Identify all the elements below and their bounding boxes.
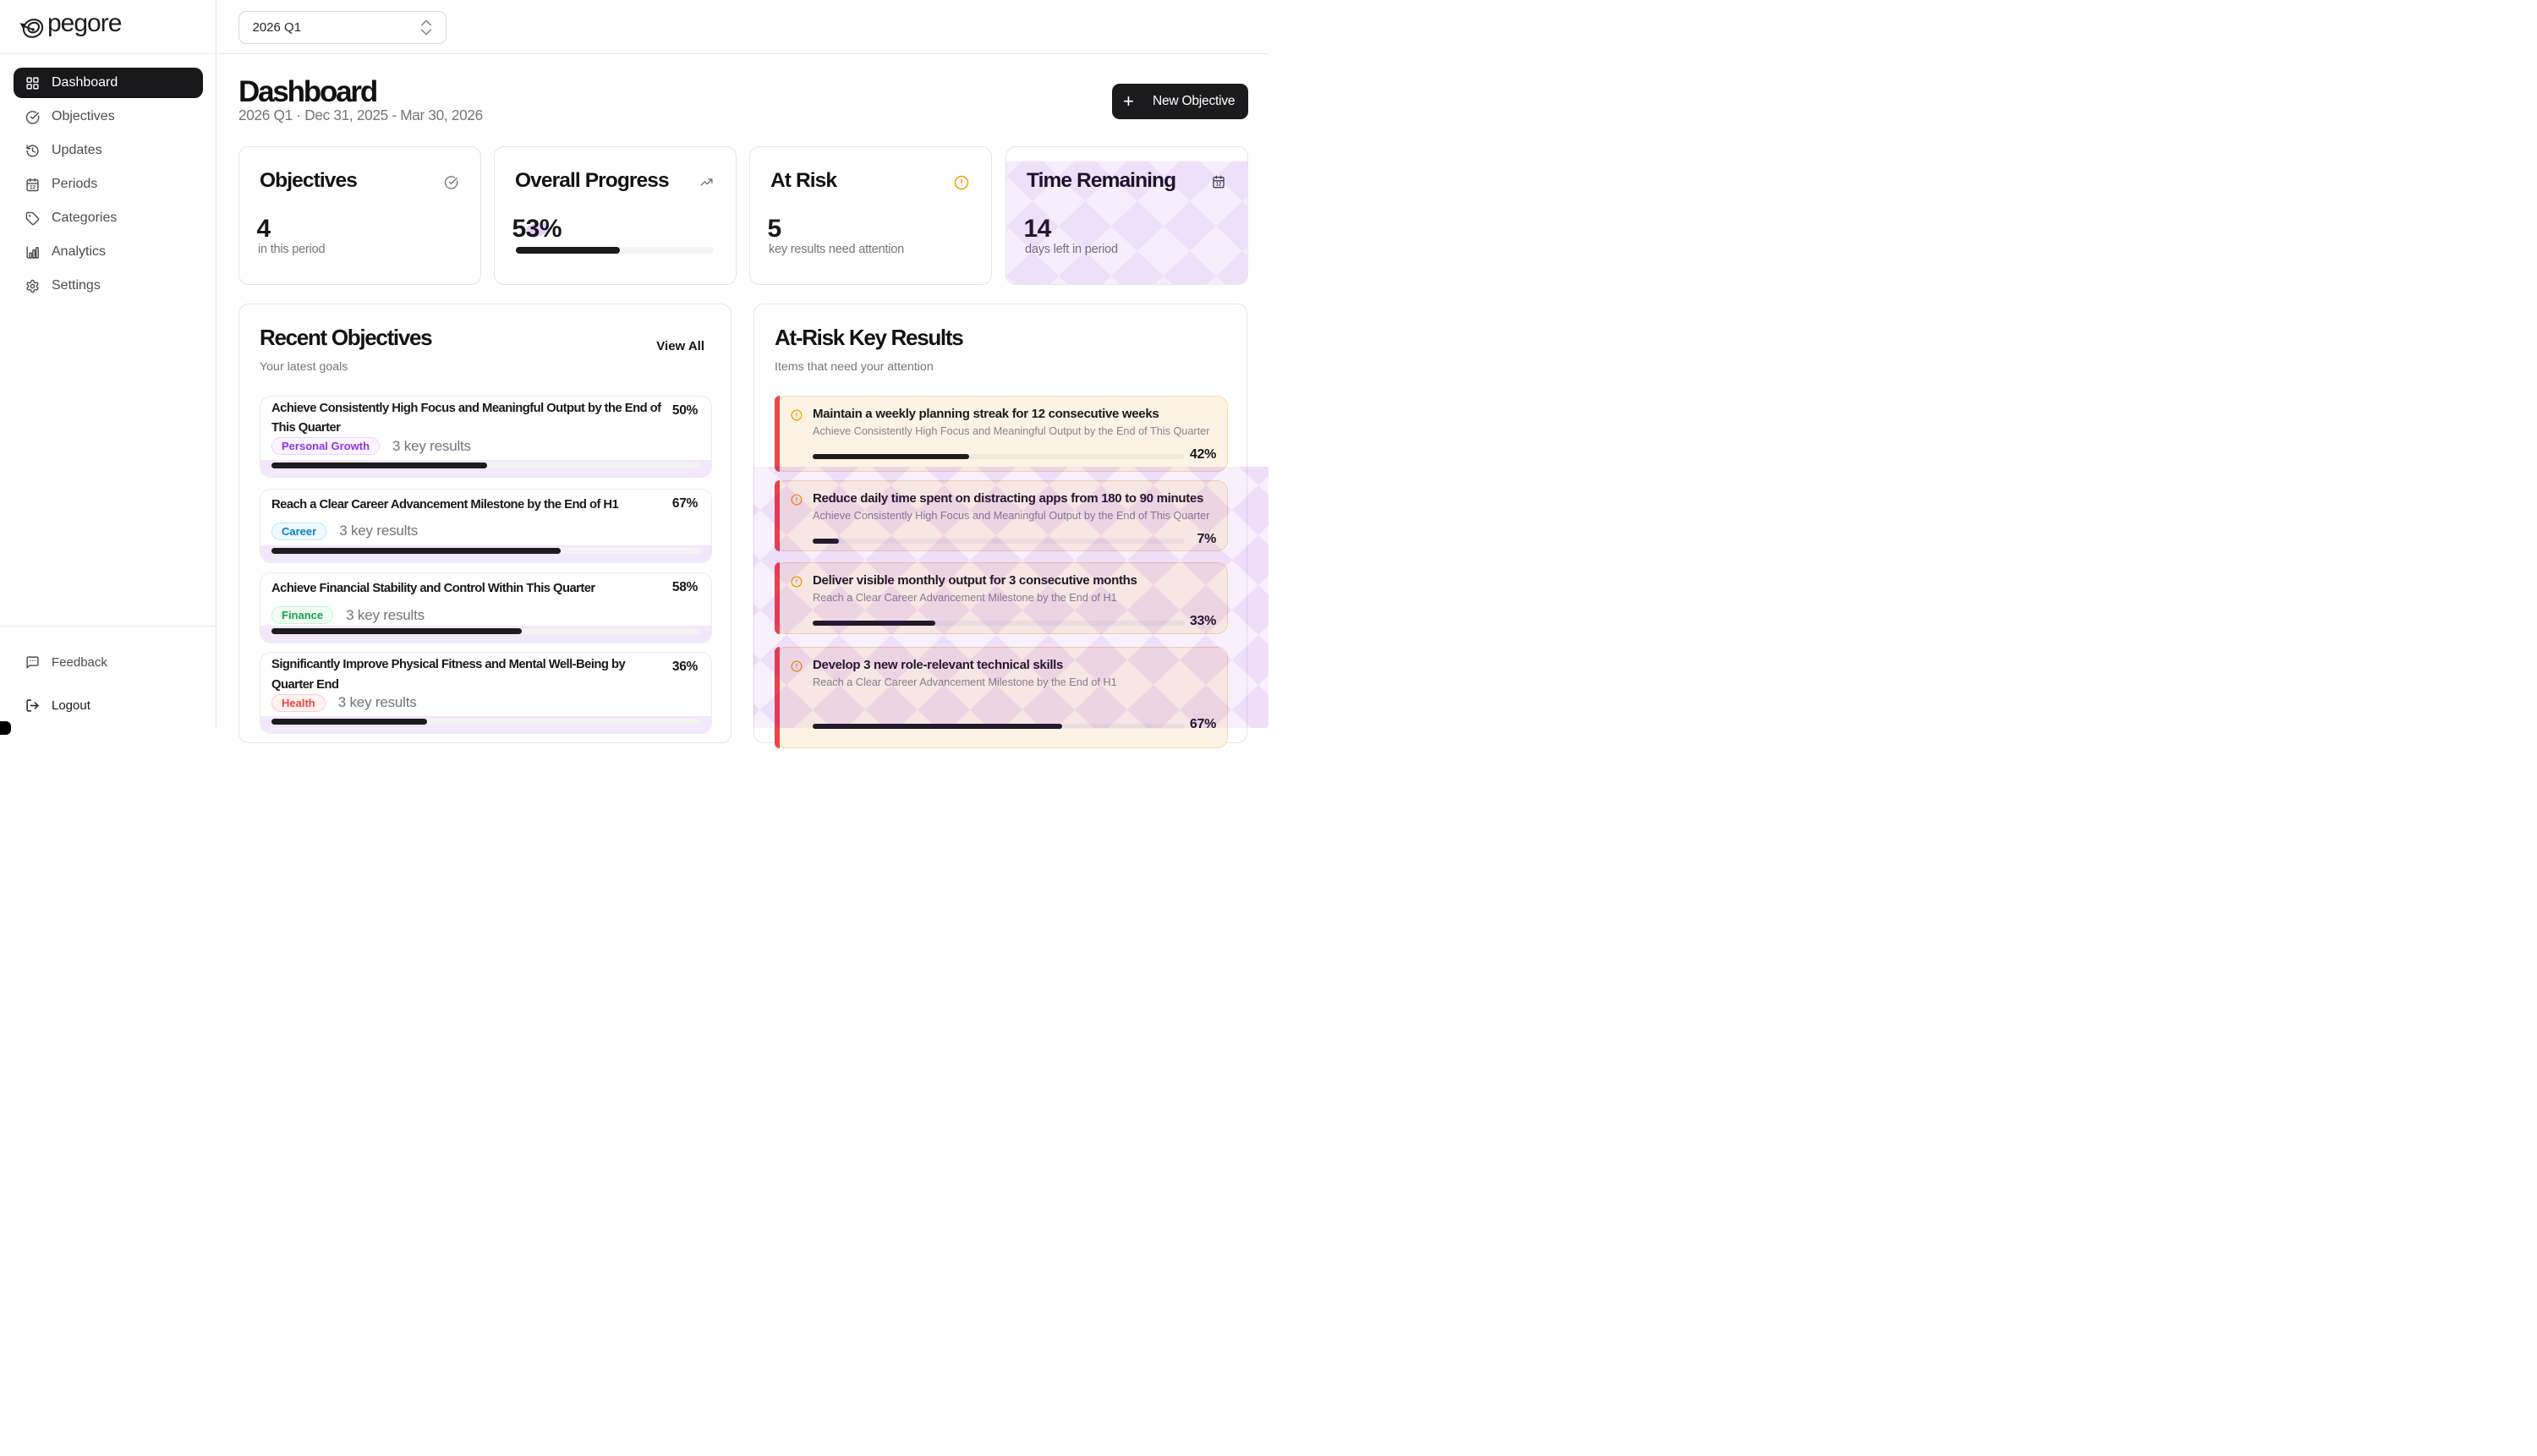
svg-text:12: 12 [1216, 183, 1222, 188]
svg-text:12: 12 [30, 184, 36, 190]
